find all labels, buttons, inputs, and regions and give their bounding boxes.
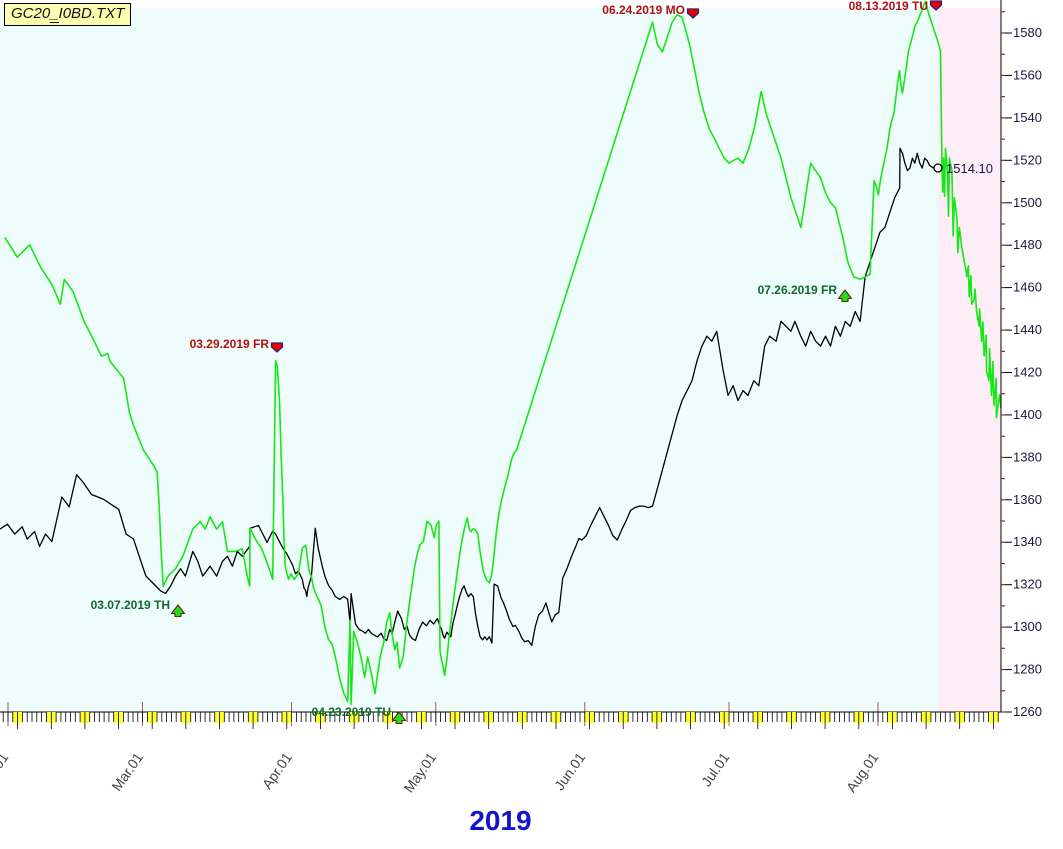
svg-text:03.07.2019 TH: 03.07.2019 TH: [91, 598, 170, 612]
svg-text:1560: 1560: [1013, 67, 1042, 82]
svg-text:06.24.2019 MO: 06.24.2019 MO: [602, 3, 685, 17]
svg-text:Apr.01: Apr.01: [259, 749, 295, 792]
svg-text:Mar.01: Mar.01: [108, 749, 146, 793]
svg-text:04.23.2019 TU: 04.23.2019 TU: [312, 705, 391, 719]
svg-text:1580: 1580: [1013, 25, 1042, 40]
svg-text:1420: 1420: [1013, 365, 1042, 380]
svg-text:1280: 1280: [1013, 662, 1042, 677]
svg-text:Feb.01: Feb.01: [0, 749, 12, 794]
svg-text:1360: 1360: [1013, 492, 1042, 507]
svg-text:1500: 1500: [1013, 195, 1042, 210]
svg-text:08.13.2019 TU: 08.13.2019 TU: [849, 0, 928, 13]
svg-text:1540: 1540: [1013, 110, 1042, 125]
svg-text:1380: 1380: [1013, 449, 1042, 464]
svg-text:03.29.2019 FR: 03.29.2019 FR: [190, 337, 270, 351]
svg-text:1514.10: 1514.10: [946, 161, 993, 176]
svg-text:1340: 1340: [1013, 534, 1042, 549]
svg-text:07.26.2019 FR: 07.26.2019 FR: [758, 283, 838, 297]
svg-text:1440: 1440: [1013, 322, 1042, 337]
svg-text:1300: 1300: [1013, 619, 1042, 634]
svg-text:1400: 1400: [1013, 407, 1042, 422]
svg-text:1260: 1260: [1013, 704, 1042, 719]
svg-text:1480: 1480: [1013, 237, 1042, 252]
svg-text:Jul.01: Jul.01: [698, 749, 733, 789]
svg-text:1460: 1460: [1013, 280, 1042, 295]
svg-text:1520: 1520: [1013, 152, 1042, 167]
svg-text:1320: 1320: [1013, 577, 1042, 592]
svg-text:May.01: May.01: [400, 749, 439, 795]
svg-text:Jun.01: Jun.01: [551, 749, 588, 793]
svg-text:Aug.01: Aug.01: [843, 749, 882, 795]
